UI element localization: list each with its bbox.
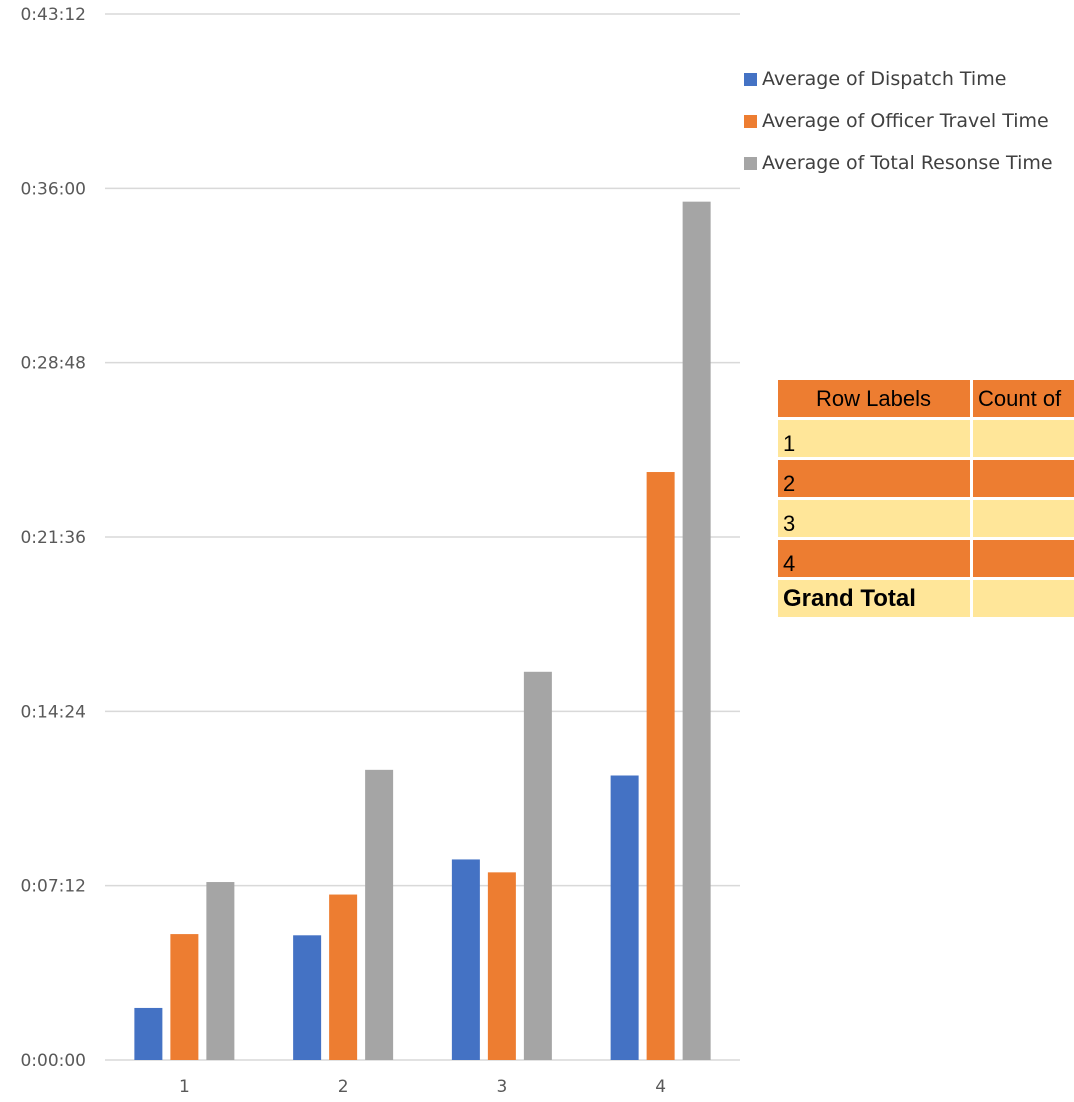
legend-item-total: Average of Total Resonse Time (744, 142, 1053, 184)
bar-series-1-category-3[interactable] (451, 859, 480, 1060)
bars (134, 201, 711, 1061)
legend-label-total: Average of Total Resonse Time (762, 152, 1053, 174)
pivot-grand-total-label[interactable]: Grand Total (778, 580, 973, 620)
bar-series-2-category-1[interactable] (170, 934, 199, 1060)
pivot-row: 1 (778, 420, 1074, 460)
pivot-row-label[interactable]: 1 (778, 420, 973, 460)
pivot-table: Row Labels Count of 1 2 3 4 Grand Total (778, 380, 1074, 640)
bar-series-1-category-4[interactable] (610, 775, 639, 1060)
legend-label-dispatch: Average of Dispatch Time (762, 68, 1007, 90)
x-tick-label: 1 (179, 1077, 190, 1097)
pivot-grand-total-value[interactable] (973, 580, 1074, 620)
y-tick-label: 0:14:24 (20, 702, 86, 722)
bar-series-2-category-2[interactable] (329, 894, 358, 1060)
pivot-header-count[interactable]: Count of (973, 380, 1074, 420)
pivot-header-row-labels[interactable]: Row Labels (778, 380, 973, 420)
pivot-total-row: Grand Total (778, 580, 1074, 620)
pivot-row-value[interactable] (973, 500, 1074, 540)
y-axis-tick-labels: 0:00:00 0:07:12 0:14:24 0:21:36 0:28:48 0:36:… (20, 5, 86, 1071)
pivot-row-value[interactable] (973, 540, 1074, 580)
x-tick-label: 2 (338, 1077, 349, 1097)
gridlines (105, 13, 740, 1061)
pivot-row: 3 (778, 500, 1074, 540)
bar-series-3-category-4[interactable] (682, 201, 711, 1061)
pivot-row-label[interactable]: 2 (778, 460, 973, 500)
legend-swatch-dispatch (744, 72, 757, 86)
bar-series-1-category-2[interactable] (293, 935, 322, 1060)
pivot-row-label[interactable]: 4 (778, 540, 973, 580)
bar-series-2-category-4[interactable] (646, 472, 675, 1060)
y-tick-label: 0:00:00 (20, 1051, 86, 1071)
y-tick-label: 0:21:36 (20, 528, 86, 548)
bar-series-2-category-3[interactable] (487, 872, 516, 1060)
y-tick-label: 0:36:00 (20, 179, 86, 199)
pivot-header-row: Row Labels Count of (778, 380, 1074, 420)
y-tick-label: 0:28:48 (20, 354, 86, 374)
legend-item-travel: Average of Officer Travel Time (744, 100, 1053, 142)
pivot-row: 4 (778, 540, 1074, 580)
bar-series-1-category-1[interactable] (134, 1007, 163, 1060)
pivot-row: 2 (778, 460, 1074, 500)
bar-series-3-category-3[interactable] (523, 671, 552, 1060)
legend: Average of Dispatch Time Average of Offi… (744, 58, 1053, 184)
bar-series-3-category-1[interactable] (206, 882, 235, 1060)
y-tick-label: 0:43:12 (20, 5, 86, 25)
x-axis-tick-labels: 1 2 3 4 (179, 1077, 666, 1097)
pivot-row-label[interactable]: 3 (778, 500, 973, 540)
x-tick-label: 3 (496, 1077, 507, 1097)
legend-swatch-travel (744, 114, 757, 128)
y-tick-label: 0:07:12 (20, 877, 86, 897)
bar-series-3-category-2[interactable] (365, 769, 394, 1060)
legend-item-dispatch: Average of Dispatch Time (744, 58, 1053, 100)
pivot-row-value[interactable] (973, 460, 1074, 500)
x-tick-label: 4 (655, 1077, 666, 1097)
legend-label-travel: Average of Officer Travel Time (762, 110, 1049, 132)
legend-swatch-total (744, 156, 757, 170)
pivot-row-value[interactable] (973, 420, 1074, 460)
